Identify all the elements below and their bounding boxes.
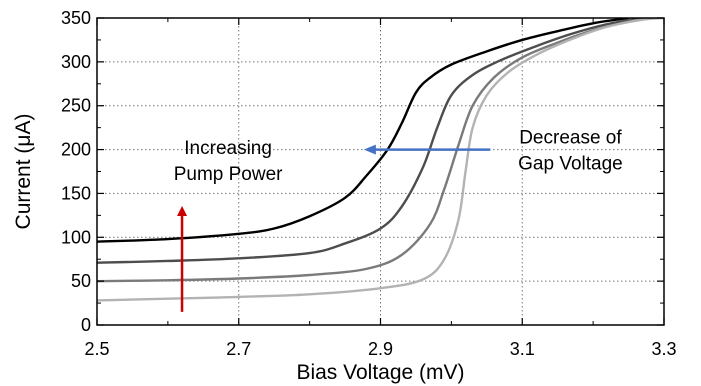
series-line-2	[97, 18, 643, 264]
x-tick-label: 2.5	[84, 339, 109, 359]
y-tick-label: 300	[61, 52, 91, 72]
y-tick-label: 0	[81, 315, 91, 335]
x-tick-label: 2.7	[226, 339, 251, 359]
series-line-3	[97, 18, 651, 283]
y-tick-label: 100	[61, 227, 91, 247]
series-group	[97, 18, 664, 302]
axis-ticks: 2.5 2.7 2.9 3.1 3.3 0 50 100 150 200 250 300 350	[61, 8, 677, 359]
pump-annotation-line-2: Pump Power	[174, 164, 283, 185]
gap-annotation-line-2: Gap Voltage	[518, 154, 623, 175]
y-tick-label: 250	[61, 96, 91, 116]
gap-annotation-line-1: Decrease of	[519, 128, 622, 149]
pump-annotation-line-1: Increasing	[184, 138, 272, 159]
x-tick-label: 2.9	[368, 339, 393, 359]
annotations: Increasing Pump Power Decrease of Gap Volta…	[174, 128, 623, 312]
y-tick-label: 150	[61, 183, 91, 203]
y-axis-label: Current (μA)	[12, 114, 35, 230]
x-axis-label: Bias Voltage (mV)	[296, 361, 464, 384]
x-tick-label: 3.3	[651, 339, 676, 359]
y-tick-label: 200	[61, 140, 91, 160]
series-line-4	[97, 18, 664, 302]
y-tick-label: 50	[71, 271, 91, 291]
grid-lines	[97, 18, 664, 325]
y-tick-label: 350	[61, 8, 91, 28]
x-tick-label: 3.1	[510, 339, 535, 359]
series-line-1	[97, 18, 629, 243]
